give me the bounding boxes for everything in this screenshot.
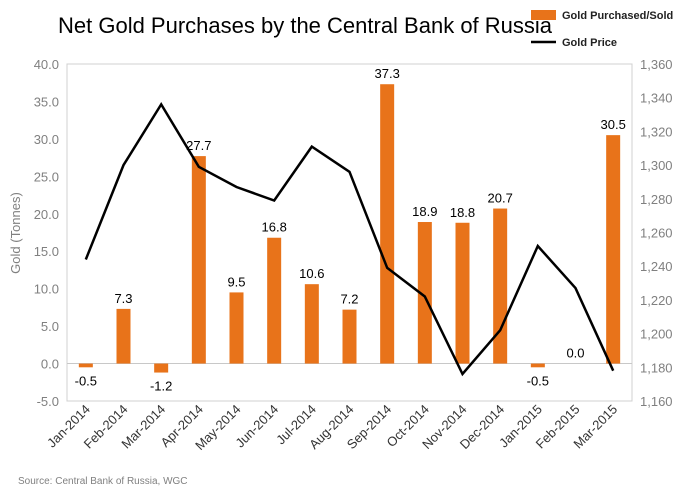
plot-area: -5.0 0.0 5.0 10.0 15.0 20.0 25.0 30.0 35.0 40.0 1… xyxy=(34,57,673,453)
y-axis-right: 1,160 1,180 1,200 1,220 1,240 1,260 1,280 1,300… xyxy=(640,57,673,409)
y2-tick-label: 1,160 xyxy=(640,394,673,409)
bar xyxy=(417,222,432,364)
y2-tick-label: 1,180 xyxy=(640,360,673,375)
y2-tick-label: 1,240 xyxy=(640,259,673,274)
y-axis-label: Gold (Tonnes) xyxy=(8,192,23,274)
y-tick-label: 20.0 xyxy=(34,207,59,222)
bar-data-label: 7.3 xyxy=(114,291,132,306)
y2-tick-label: 1,200 xyxy=(640,327,673,342)
y2-tick-label: 1,260 xyxy=(640,226,673,241)
y-tick-label: 5.0 xyxy=(41,319,59,334)
bar xyxy=(342,309,357,364)
bar-data-label: 7.2 xyxy=(340,292,358,307)
y-tick-label: 0.0 xyxy=(41,357,59,372)
y2-tick-label: 1,300 xyxy=(640,158,673,173)
y-tick-label: 25.0 xyxy=(34,169,59,184)
bar-data-label: -1.2 xyxy=(150,379,172,394)
bar xyxy=(116,308,131,364)
legend-swatch-bars xyxy=(531,10,556,20)
bar-data-label: 18.8 xyxy=(450,205,475,220)
bar-data-label: 37.3 xyxy=(375,66,400,81)
bar xyxy=(455,222,470,364)
chart-title: Net Gold Purchases by the Central Bank o… xyxy=(58,13,553,38)
gold-price-line xyxy=(84,102,615,377)
bar xyxy=(229,292,244,364)
bar-data-label: 27.7 xyxy=(186,138,211,153)
plot-frame xyxy=(66,63,633,402)
y2-tick-label: 1,280 xyxy=(640,192,673,207)
bar xyxy=(493,208,508,364)
y2-tick-label: 1,220 xyxy=(640,293,673,308)
bar-data-label: 16.8 xyxy=(262,220,287,235)
bar-data-label: 18.9 xyxy=(412,204,437,219)
y-tick-label: 10.0 xyxy=(34,282,59,297)
bar xyxy=(304,284,319,364)
source-note: Source: Central Bank of Russia, WGC xyxy=(18,476,188,487)
y-tick-label: 30.0 xyxy=(34,132,59,147)
bar-data-label: -0.5 xyxy=(527,373,549,388)
y-tick-label: -5.0 xyxy=(37,394,59,409)
legend-label-line: Gold Price xyxy=(562,37,617,49)
y-tick-label: 35.0 xyxy=(34,94,59,109)
bar xyxy=(267,237,282,364)
bar-series xyxy=(78,84,621,373)
y2-tick-label: 1,320 xyxy=(640,124,673,139)
bar xyxy=(606,135,621,364)
y-axis-left: -5.0 0.0 5.0 10.0 15.0 20.0 25.0 30.0 35.0 40.0 xyxy=(34,57,59,409)
x-axis: Jan-2014Feb-2014Mar-2014Apr-2014May-2014… xyxy=(44,402,620,453)
bar xyxy=(380,84,395,364)
bar-data-label: -0.5 xyxy=(75,373,97,388)
y-tick-label: 40.0 xyxy=(34,57,59,72)
legend: Gold Purchased/Sold Gold Price xyxy=(531,10,673,49)
bar xyxy=(530,363,545,368)
bar xyxy=(154,363,169,373)
y2-tick-label: 1,340 xyxy=(640,91,673,106)
bar-data-label: 0.0 xyxy=(566,346,584,361)
bar-data-labels: -0.5 7.3 -1.2 27.7 9.5 16.8 10.6 7.2 37.3 18.9 18.… xyxy=(75,66,626,393)
y-tick-label: 15.0 xyxy=(34,244,59,259)
bar-data-label: 30.5 xyxy=(601,117,626,132)
legend-label-bars: Gold Purchased/Sold xyxy=(562,10,673,22)
bar xyxy=(78,363,93,368)
bar-data-label: 20.7 xyxy=(488,191,513,206)
bar-data-label: 10.6 xyxy=(299,266,324,281)
bar xyxy=(191,156,206,364)
bar-data-label: 9.5 xyxy=(227,274,245,289)
y2-tick-label: 1,360 xyxy=(640,57,673,72)
